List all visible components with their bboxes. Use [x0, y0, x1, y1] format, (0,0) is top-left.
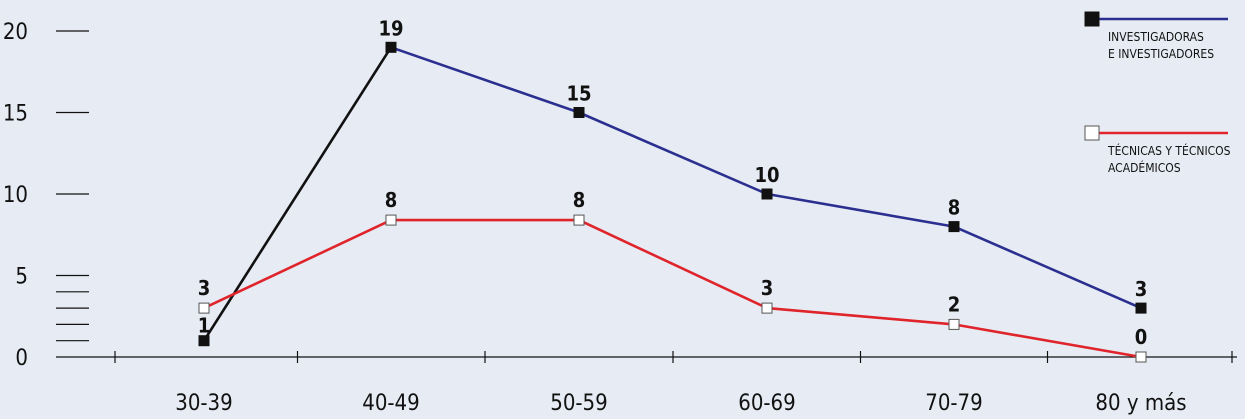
legend-label: E INVESTIGADORES	[1108, 47, 1214, 61]
series-2-point	[385, 214, 397, 226]
series-1-point	[948, 221, 960, 233]
series-1-point	[385, 41, 397, 53]
series-1-data-label: 8	[948, 196, 961, 220]
series-2-data-label: 0	[1135, 325, 1148, 349]
series-2-point	[761, 302, 773, 314]
series-2-segment	[578, 218, 768, 310]
series-1-point	[761, 188, 773, 200]
series-2-data-label: 3	[761, 276, 774, 300]
series-1-segment	[953, 225, 1142, 310]
x-tick-label: 60-69	[738, 391, 796, 416]
series-2-segment	[766, 306, 955, 326]
series-1-data-label: 10	[754, 163, 779, 187]
y-tick-label: 0	[15, 346, 28, 371]
x-tick-label: 40-49	[362, 391, 420, 416]
series-2-data-label: 3	[198, 276, 211, 300]
x-tick-label: 50-59	[550, 391, 608, 416]
series-1-data-label: 3	[1135, 277, 1148, 301]
x-tick-label: 30-39	[175, 391, 233, 416]
series-1-segment	[390, 46, 580, 114]
series-2-point	[573, 214, 585, 226]
legend-label: ACADÉMICOS	[1108, 160, 1181, 175]
legend-marker	[1084, 125, 1100, 141]
series-2-data-label: 8	[573, 188, 586, 212]
series-1-data-label: 1	[198, 314, 211, 338]
series-2-data-label: 8	[385, 188, 398, 212]
series-2-point	[1135, 351, 1147, 363]
series-2-segment	[953, 323, 1142, 359]
y-tick-label: 5	[15, 265, 28, 290]
series-2-segment	[203, 218, 392, 310]
series-1-segment	[766, 192, 955, 228]
y-tick-label: 10	[3, 183, 28, 208]
series-1-segment	[578, 111, 768, 196]
series-1-point	[198, 335, 210, 347]
series-1-segment	[202, 46, 393, 342]
legend-label: TÉCNICAS Y TÉCNICOS	[1107, 143, 1231, 158]
y-tick-label: 15	[3, 102, 28, 127]
series-2-data-label: 2	[948, 292, 961, 316]
series-1-data-label: 19	[378, 16, 403, 40]
series-2-point	[198, 302, 210, 314]
series-1-data-label: 15	[566, 82, 591, 106]
x-tick-label: 80 y más	[1095, 391, 1186, 416]
series-1-point	[573, 107, 585, 118]
legend-marker	[1084, 11, 1100, 27]
legend-label: INVESTIGADORAS	[1108, 30, 1204, 44]
series-2-point	[948, 318, 960, 330]
x-tick-label: 70-79	[925, 391, 983, 416]
y-tick-label: 20	[3, 20, 28, 45]
series-1-point	[1135, 302, 1147, 314]
